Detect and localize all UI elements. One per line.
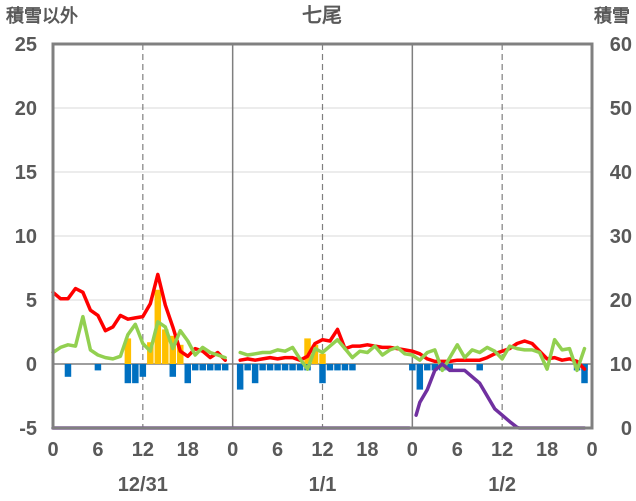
bar: [416, 364, 424, 390]
bar: [304, 338, 311, 364]
bar: [424, 364, 431, 371]
bar: [319, 364, 326, 384]
series-line: [238, 337, 587, 373]
left-y-tick-label: 10: [15, 226, 37, 248]
bar: [94, 364, 102, 371]
chart-title: 七尾: [302, 3, 342, 27]
x-tick-label: 12: [491, 439, 513, 461]
bar: [139, 364, 147, 377]
left-y-tick-label: 25: [15, 34, 37, 56]
bar: [281, 364, 289, 371]
left-y-tick-label: -5: [19, 418, 37, 440]
right-y-tick-label: 60: [610, 34, 632, 56]
bar: [334, 364, 341, 371]
bar: [206, 364, 214, 371]
bar: [169, 364, 177, 377]
x-tick-label: 18: [177, 439, 199, 461]
left-y-tick-label: 15: [15, 162, 37, 184]
right-y-tick-label: 10: [610, 354, 632, 376]
x-tick-label: 6: [452, 439, 463, 461]
bar: [147, 342, 154, 364]
bar: [199, 364, 206, 371]
bar: [184, 364, 191, 384]
date-label: 1/1: [309, 474, 337, 496]
right-y-tick-label: 40: [610, 162, 632, 184]
bar: [274, 364, 281, 371]
bar: [244, 364, 251, 371]
x-tick-label: 0: [227, 439, 238, 461]
bars-layer: [64, 289, 588, 390]
x-tick-label: 12: [132, 439, 154, 461]
bar: [124, 364, 132, 384]
date-label: 1/2: [488, 474, 516, 496]
bar: [349, 364, 356, 371]
plot-border: [51, 42, 594, 430]
x-tick-label: 0: [407, 439, 418, 461]
left-y-tick-label: 5: [26, 290, 37, 312]
right-axis-label: 積雪: [593, 5, 630, 27]
date-label: 12/31: [118, 474, 168, 496]
bar: [132, 364, 139, 384]
bar: [124, 338, 132, 364]
bar: [236, 364, 244, 390]
bar: [446, 364, 454, 371]
bar: [431, 364, 439, 371]
series-line: [51, 314, 227, 361]
x-tick-label: 0: [47, 439, 58, 461]
bar: [191, 364, 199, 371]
x-tick-label: 12: [311, 439, 333, 461]
x-tick-label: 18: [356, 439, 378, 461]
x-tick-label: 6: [272, 439, 283, 461]
bar: [162, 329, 169, 364]
bar: [177, 344, 184, 364]
bar: [319, 353, 326, 364]
bar: [409, 364, 416, 371]
x-tick-label: 6: [92, 439, 103, 461]
right-y-tick-label: 0: [621, 418, 632, 440]
bar: [64, 364, 72, 377]
bar: [259, 364, 266, 371]
plot-frame: [51, 42, 594, 430]
lines-layer: [51, 272, 587, 430]
x-tick-label: 18: [536, 439, 558, 461]
bar: [214, 364, 221, 371]
bar: [476, 364, 483, 371]
left-y-tick-label: 0: [26, 354, 37, 376]
bar: [326, 364, 334, 371]
right-y-tick-label: 20: [610, 290, 632, 312]
bar: [266, 364, 274, 371]
bar: [289, 364, 296, 371]
bar: [296, 364, 304, 371]
left-y-tick-label: 20: [15, 98, 37, 120]
x-tick-label: 0: [586, 439, 597, 461]
series-line: [414, 362, 587, 430]
right-y-tick-label: 50: [610, 98, 632, 120]
left-axis-label: 積雪以外: [5, 5, 78, 27]
series-line: [238, 327, 587, 371]
series-line: [51, 272, 227, 362]
bar: [581, 364, 588, 384]
bar: [251, 364, 259, 384]
bar: [221, 364, 229, 371]
bar: [341, 364, 349, 371]
right-y-tick-label: 30: [610, 226, 632, 248]
bar: [311, 344, 319, 364]
